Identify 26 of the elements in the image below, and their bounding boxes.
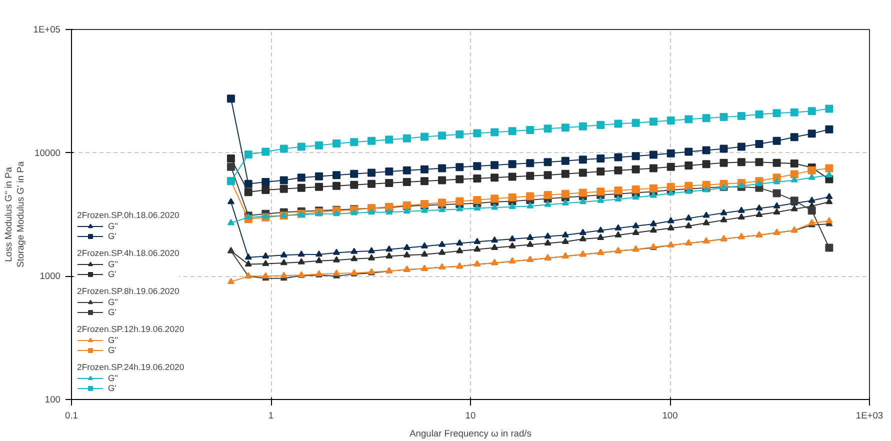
legend-label: G' — [108, 269, 118, 279]
legend-label: G' — [108, 383, 118, 393]
legend-label: G' — [108, 307, 118, 317]
x-tick-label: 10 — [465, 410, 476, 420]
annotation: 2Frozen.SP.0h.18.06.2020 — [77, 210, 180, 220]
x-axis-title: Angular Frequency ω in rad/s — [410, 428, 532, 438]
annotation: 2Frozen.SP.8h.19.06.2020 — [77, 286, 180, 296]
annotation: 2Frozen.SP.12h.19.06.2020 — [77, 324, 184, 334]
legend-label: G' — [108, 231, 118, 241]
x-tick-label: 1E+03 — [856, 410, 884, 420]
y-axis-title: Loss Modulus G'' in Pa Storage Modulus G' in Pa — [3, 160, 26, 268]
legend-label: G'' — [108, 221, 120, 231]
annotation: 2Frozen.SP.24h.19.06.2020 — [77, 362, 184, 372]
legend-label: G'' — [108, 259, 120, 269]
legend-label: G' — [108, 345, 118, 355]
y-tick-label: 10000 — [34, 148, 61, 158]
annotation: 2Frozen.SP.4h.18.06.2020 — [77, 248, 180, 258]
y-tick-label: 1000 — [40, 271, 61, 282]
x-tick-label: 1 — [268, 410, 274, 420]
x-tick-label: 100 — [662, 410, 678, 420]
y-tick-label: 1E+05 — [33, 24, 60, 34]
legend-label: G'' — [108, 297, 120, 307]
y-tick-label: 100 — [44, 394, 61, 404]
x-tick-label: 0.1 — [65, 410, 78, 420]
legend-label: G'' — [108, 335, 120, 345]
legend-label: G'' — [108, 373, 120, 383]
